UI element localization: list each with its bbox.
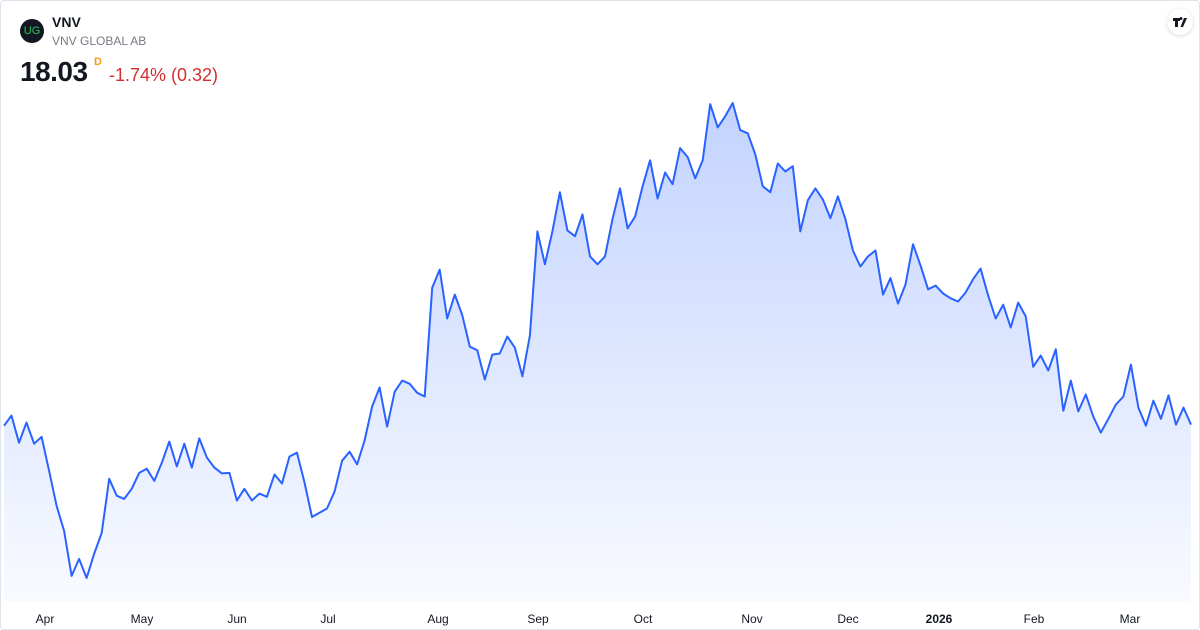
x-axis-label: 2026	[926, 612, 953, 626]
x-axis-label: Apr	[36, 612, 55, 626]
x-axis-label: Feb	[1024, 612, 1045, 626]
x-axis-label: May	[131, 612, 154, 626]
x-axis-label: Sep	[527, 612, 549, 626]
area-fill	[4, 103, 1191, 601]
x-axis-label: Mar	[1120, 612, 1141, 626]
price-change: -1.74% (0.32)	[109, 65, 219, 85]
x-axis-label: Jul	[320, 612, 335, 626]
price-line	[3, 102, 1192, 579]
x-axis-label: Dec	[837, 612, 858, 626]
company-name: VNV GLOBAL AB	[52, 34, 147, 48]
ticker[interactable]: VNV	[52, 14, 81, 30]
tv-icon	[1173, 17, 1187, 27]
x-axis-label: Aug	[427, 612, 448, 626]
symbol-logo: UG	[20, 19, 44, 43]
x-axis-label: Jun	[227, 612, 246, 626]
last-price: 18.03	[20, 56, 88, 87]
x-axis-label: Nov	[741, 612, 762, 626]
price-suffix: D	[94, 56, 102, 68]
tradingview-logo[interactable]	[1167, 9, 1193, 35]
x-axis-label: Oct	[634, 612, 653, 626]
